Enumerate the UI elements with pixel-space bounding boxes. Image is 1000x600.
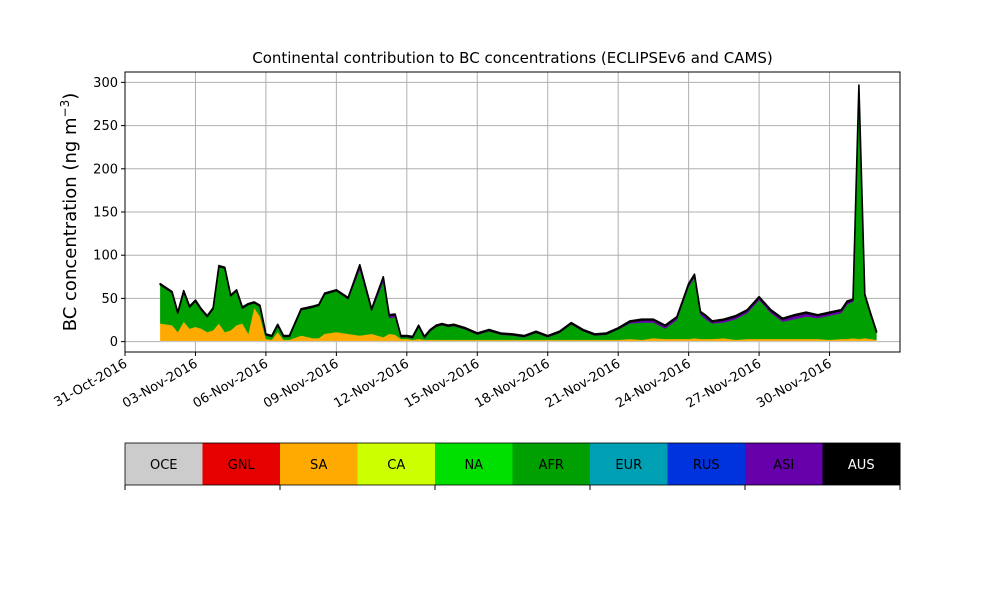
plot-frame: [124, 71, 901, 353]
x-tick-label: 21-Nov-2016: [543, 356, 623, 411]
area-aus: [159, 84, 878, 339]
x-tick-label: 15-Nov-2016: [402, 356, 482, 411]
y-axis-label-main: BC concentration (ng m: [60, 117, 81, 331]
y-tick-label: 100: [93, 249, 118, 264]
y-axis-label: BC concentration (ng m−3): [58, 93, 81, 332]
x-tick-label: 30-Nov-2016: [754, 356, 834, 411]
colorbar-label: RUS: [693, 458, 720, 473]
x-axis-ticks: 31-Oct-201603-Nov-201606-Nov-201609-Nov-…: [52, 352, 835, 411]
x-tick-label: 31-Oct-2016: [52, 356, 130, 410]
colorbar-cell-oce: [125, 443, 203, 485]
area-afr: [160, 88, 877, 341]
colorbar-label: AUS: [848, 458, 875, 473]
x-tick-label: 24-Nov-2016: [613, 356, 693, 411]
colorbar-cell-sa: [280, 443, 358, 485]
y-tick-label: 50: [101, 292, 118, 307]
grid-lines: [124, 72, 900, 352]
colorbar-label: SA: [310, 458, 327, 473]
x-tick-label: 09-Nov-2016: [261, 356, 341, 411]
colorbar-cell-ca: [357, 443, 436, 485]
chart-title: Continental contribution to BC concentra…: [252, 49, 773, 67]
colorbar-label: GNL: [228, 458, 256, 473]
y-tick-label: 300: [93, 76, 118, 91]
x-tick-label: 12-Nov-2016: [332, 356, 412, 411]
colorbar-cell-na: [435, 443, 513, 485]
x-tick-label: 18-Nov-2016: [472, 356, 552, 411]
y-tick-label: 0: [110, 335, 118, 350]
x-tick-label: 27-Nov-2016: [684, 356, 764, 411]
x-tick-label: 03-Nov-2016: [120, 356, 200, 411]
colorbar-cell-eur: [590, 443, 668, 485]
y-axis-ticks: 0 50 100 150 200 250 300: [93, 76, 125, 350]
x-tick-label: 06-Nov-2016: [191, 356, 271, 411]
colorbar-cell-asi: [745, 443, 823, 485]
colorbar-label: ASI: [773, 458, 794, 473]
region-colorbar: OCE GNL SA CA NA AFR EUR RUS ASI AUS: [124, 442, 901, 490]
colorbar-frame: [124, 442, 901, 486]
y-axis-label-exponent: −3: [58, 100, 72, 118]
y-tick-label: 250: [93, 119, 118, 134]
colorbar-label: AFR: [539, 458, 564, 473]
y-axis-label-close: ): [60, 93, 81, 100]
y-tick-label: 200: [93, 162, 118, 177]
colorbar-cell-rus: [667, 443, 746, 485]
colorbar-cell-afr: [512, 443, 591, 485]
colorbar-label: OCE: [150, 458, 178, 473]
colorbar-label: CA: [387, 458, 405, 473]
stacked-areas: [159, 84, 878, 342]
colorbar-cell-aus: [822, 443, 901, 485]
colorbar-label: EUR: [615, 458, 642, 473]
y-tick-label: 150: [93, 206, 118, 221]
colorbar-label: NA: [464, 458, 483, 473]
colorbar-cell-gnl: [202, 443, 281, 485]
